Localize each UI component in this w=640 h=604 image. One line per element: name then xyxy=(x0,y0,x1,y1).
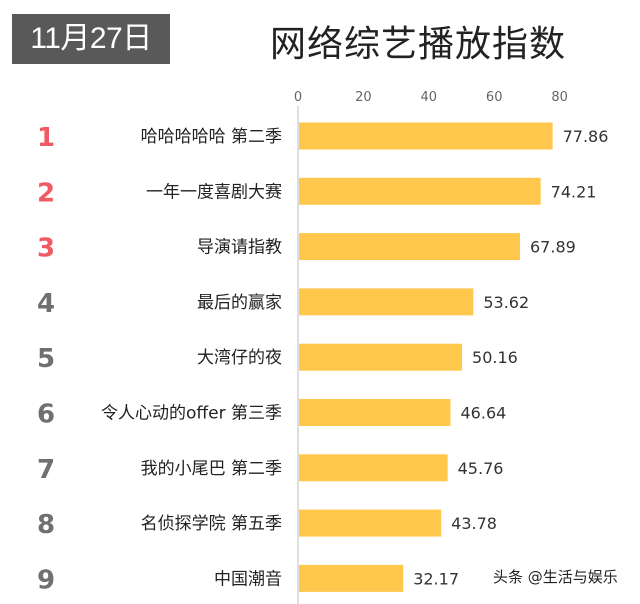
bar xyxy=(299,399,451,426)
bar-row: 4 最后的赢家 53.62 xyxy=(37,288,529,319)
value-label: 43.78 xyxy=(451,514,497,533)
value-label: 46.64 xyxy=(461,404,507,423)
bar-row: 3 导演请指教 67.89 xyxy=(37,233,576,264)
bar-row: 9 中国潮音 32.17 xyxy=(37,564,459,595)
rank-number: 9 xyxy=(37,565,55,595)
x-tick-label: 80 xyxy=(551,90,568,105)
value-label: 67.89 xyxy=(530,238,576,257)
rank-number: 5 xyxy=(37,344,55,374)
date-badge: 11月27日 xyxy=(12,14,170,64)
category-label: 大湾仔的夜 xyxy=(197,348,282,368)
bar xyxy=(299,454,448,482)
category-label: 令人心动的offer 第三季 xyxy=(101,404,282,424)
category-label: 名侦探学院 第五季 xyxy=(141,514,282,534)
category-label: 导演请指教 xyxy=(197,238,282,258)
bar xyxy=(299,564,404,592)
rank-number: 7 xyxy=(37,455,55,485)
value-label: 77.86 xyxy=(563,127,609,146)
x-axis: 0 20 40 60 80 xyxy=(294,90,568,604)
value-label: 50.16 xyxy=(472,348,518,367)
watermark: 头条 @生活与娱乐 xyxy=(493,568,618,586)
rank-number: 2 xyxy=(37,178,55,208)
x-tick-label: 60 xyxy=(486,90,503,105)
bar-row: 2 一年一度喜剧大赛 74.21 xyxy=(37,177,597,208)
bar-row: 1 哈哈哈哈哈 第二季 77.86 xyxy=(37,122,609,153)
category-label: 中国潮音 xyxy=(214,569,282,589)
bar xyxy=(299,122,553,150)
chart-rows: 1 哈哈哈哈哈 第二季 77.86 2 一年一度喜剧大赛 74.21 3 导演请指教 67.89… xyxy=(37,122,609,595)
x-tick-label: 20 xyxy=(355,90,372,105)
bar xyxy=(299,509,442,537)
bar xyxy=(299,233,521,261)
x-tick-label: 40 xyxy=(421,90,438,105)
rank-number: 1 xyxy=(37,123,55,153)
category-label: 我的小尾巴 第二季 xyxy=(141,459,282,479)
category-label: 哈哈哈哈哈 第二季 xyxy=(141,127,282,147)
category-label: 最后的赢家 xyxy=(197,293,282,313)
rank-number: 6 xyxy=(37,400,55,430)
bar-row: 6 令人心动的offer 第三季 46.64 xyxy=(37,399,506,430)
bar xyxy=(299,177,541,205)
x-tick-label: 0 xyxy=(294,90,302,105)
bar xyxy=(299,343,463,371)
bar-row: 8 名侦探学院 第五季 43.78 xyxy=(37,509,497,540)
bar-row: 5 大湾仔的夜 50.16 xyxy=(37,343,518,374)
category-label: 一年一度喜剧大赛 xyxy=(146,181,282,202)
bar xyxy=(299,288,474,316)
value-label: 45.76 xyxy=(458,459,504,478)
chart-title: 网络综艺播放指数 xyxy=(270,24,567,65)
rank-number: 3 xyxy=(37,234,55,264)
rank-number: 8 xyxy=(37,510,55,540)
bar-row: 7 我的小尾巴 第二季 45.76 xyxy=(37,454,503,485)
value-label: 32.17 xyxy=(413,569,459,588)
rank-number: 4 xyxy=(37,289,55,319)
value-label: 53.62 xyxy=(483,293,529,312)
value-label: 74.21 xyxy=(551,182,597,201)
